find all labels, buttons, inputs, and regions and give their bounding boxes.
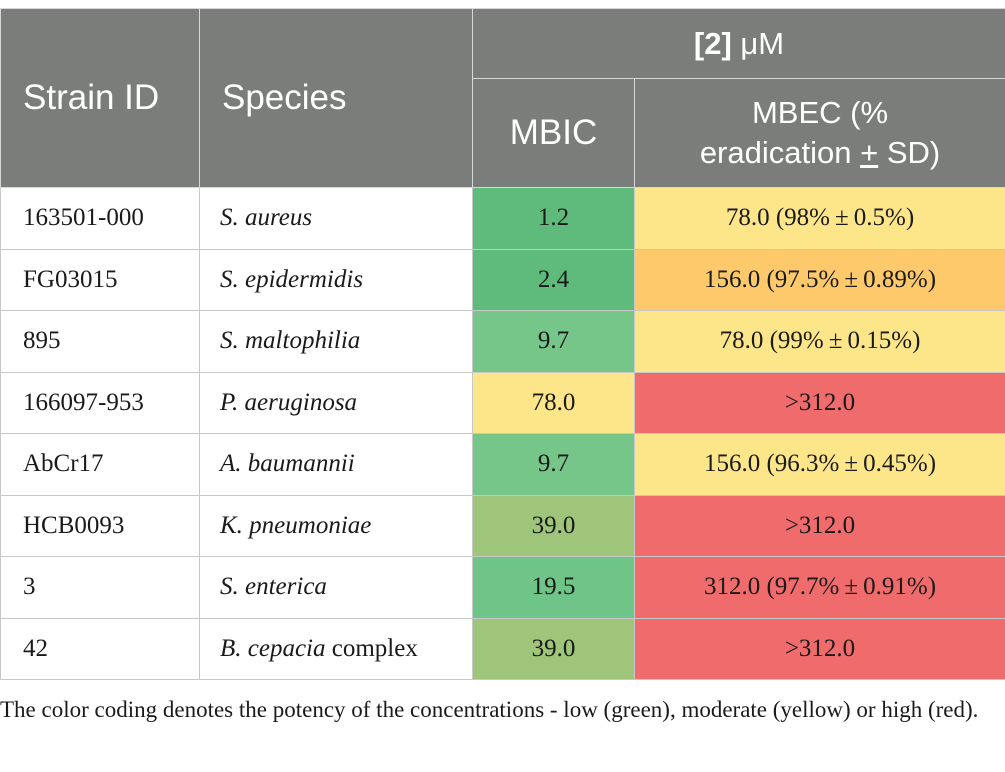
cell-mbec: >312.0 (633, 617, 1005, 680)
cell-mbec: >312.0 (633, 371, 1005, 434)
species-name: S. aureus (220, 204, 313, 232)
cell-mbec: >312.0 (633, 494, 1005, 557)
cell-strain-id: HCB0093 (0, 494, 200, 557)
cell-mbic: 2.4 (472, 248, 635, 311)
header-mbec-pm: + (860, 135, 879, 170)
species-name: P. aeruginosa (220, 388, 358, 416)
cell-strain-id: 163501-000 (0, 187, 200, 250)
cell-mbec: 78.0 (99% ± 0.15%) (633, 310, 1005, 373)
cell-species: A. baumannii (199, 433, 473, 496)
cell-strain-id: 166097-953 (0, 371, 200, 434)
cell-strain-id: AbCr17 (0, 433, 200, 496)
header-unit: μM (731, 25, 785, 61)
species-name: B. cepacia (220, 634, 326, 662)
cell-strain-id: 3 (0, 556, 200, 619)
species-extra: complex (325, 634, 418, 662)
header-species: Species (199, 8, 473, 188)
species-name: K. pneumoniae (220, 511, 372, 539)
table-row: 166097-953 P. aeruginosa 78.0 >312.0 (0, 371, 1005, 434)
header-mbec-line1: MBEC (% (751, 95, 889, 130)
cell-mbec: 312.0 (97.7% ± 0.91%) (633, 556, 1005, 619)
cell-species: S. aureus (199, 187, 473, 250)
cell-mbec: 156.0 (97.5% ± 0.89%) (633, 248, 1005, 311)
cell-mbec: 78.0 (98% ± 0.5%) (633, 187, 1005, 250)
header-row-2: MBIC MBEC (% eradication + SD) (1, 78, 1005, 188)
header-mbec-line2-pre: eradication (699, 135, 861, 170)
header-mbec-line2-post: SD) (878, 135, 941, 170)
header-strain-id: Strain ID (0, 8, 200, 188)
cell-mbic: 78.0 (472, 371, 635, 434)
species-name: S. enterica (220, 573, 327, 601)
table-row: FG03015 S. epidermidis 2.4 156.0 (97.5% ± 0… (0, 248, 1005, 311)
species-name: S. maltophilia (220, 327, 361, 355)
species-name: S. epidermidis (220, 265, 364, 293)
cell-mbic: 9.7 (472, 433, 635, 496)
header-mbic: MBIC (472, 78, 635, 188)
table-row: 895 S. maltophilia 9.7 78.0 (99% ± 0.15%) (0, 310, 1005, 373)
cell-mbic: 1.2 (472, 187, 635, 250)
cell-species: S. maltophilia (199, 310, 473, 373)
header-compound: [2] (693, 25, 732, 61)
cell-mbic: 19.5 (472, 556, 635, 619)
cell-strain-id: 895 (0, 310, 200, 373)
table-header: Strain ID Species [2] μM MBIC MBEC (% era… (0, 8, 1005, 188)
header-mbec: MBEC (% eradication + SD) (633, 78, 1005, 188)
cell-species: P. aeruginosa (199, 371, 473, 434)
table-row: 42 B. cepacia complex 39.0 >312.0 (0, 617, 1005, 680)
cell-mbic: 9.7 (472, 310, 635, 373)
cell-strain-id: 42 (0, 617, 200, 680)
table-row: 163501-000 S. aureus 1.2 78.0 (98% ± 0.5%) (0, 187, 1005, 250)
cell-mbic: 39.0 (472, 494, 635, 557)
cell-mbic: 39.0 (472, 617, 635, 680)
table-row: AbCr17 A. baumannii 9.7 156.0 (96.3% ± 0.45… (0, 433, 1005, 496)
cell-species: K. pneumoniae (199, 494, 473, 557)
cell-strain-id: FG03015 (0, 248, 200, 311)
header-concentration-group: [2] μM (471, 8, 1005, 79)
table-row: 3 S. enterica 19.5 312.0 (97.7% ± 0.91%) (0, 556, 1005, 619)
cell-species: B. cepacia complex (199, 617, 473, 680)
species-name: A. baumannii (220, 450, 355, 478)
cell-species: S. enterica (199, 556, 473, 619)
table-footnote: The color coding denotes the potency of … (0, 697, 979, 722)
table-row: HCB0093 K. pneumoniae 39.0 >312.0 (0, 494, 1005, 557)
cell-species: S. epidermidis (199, 248, 473, 311)
cell-mbec: 156.0 (96.3% ± 0.45%) (633, 433, 1005, 496)
results-table: Strain ID Species [2] μM MBIC MBEC (% era… (0, 8, 1005, 680)
table-body: 163501-000 S. aureus 1.2 78.0 (98% ± 0.5%) F… (0, 187, 1005, 680)
header-row-1: Strain ID Species [2] μM (0, 8, 1005, 188)
